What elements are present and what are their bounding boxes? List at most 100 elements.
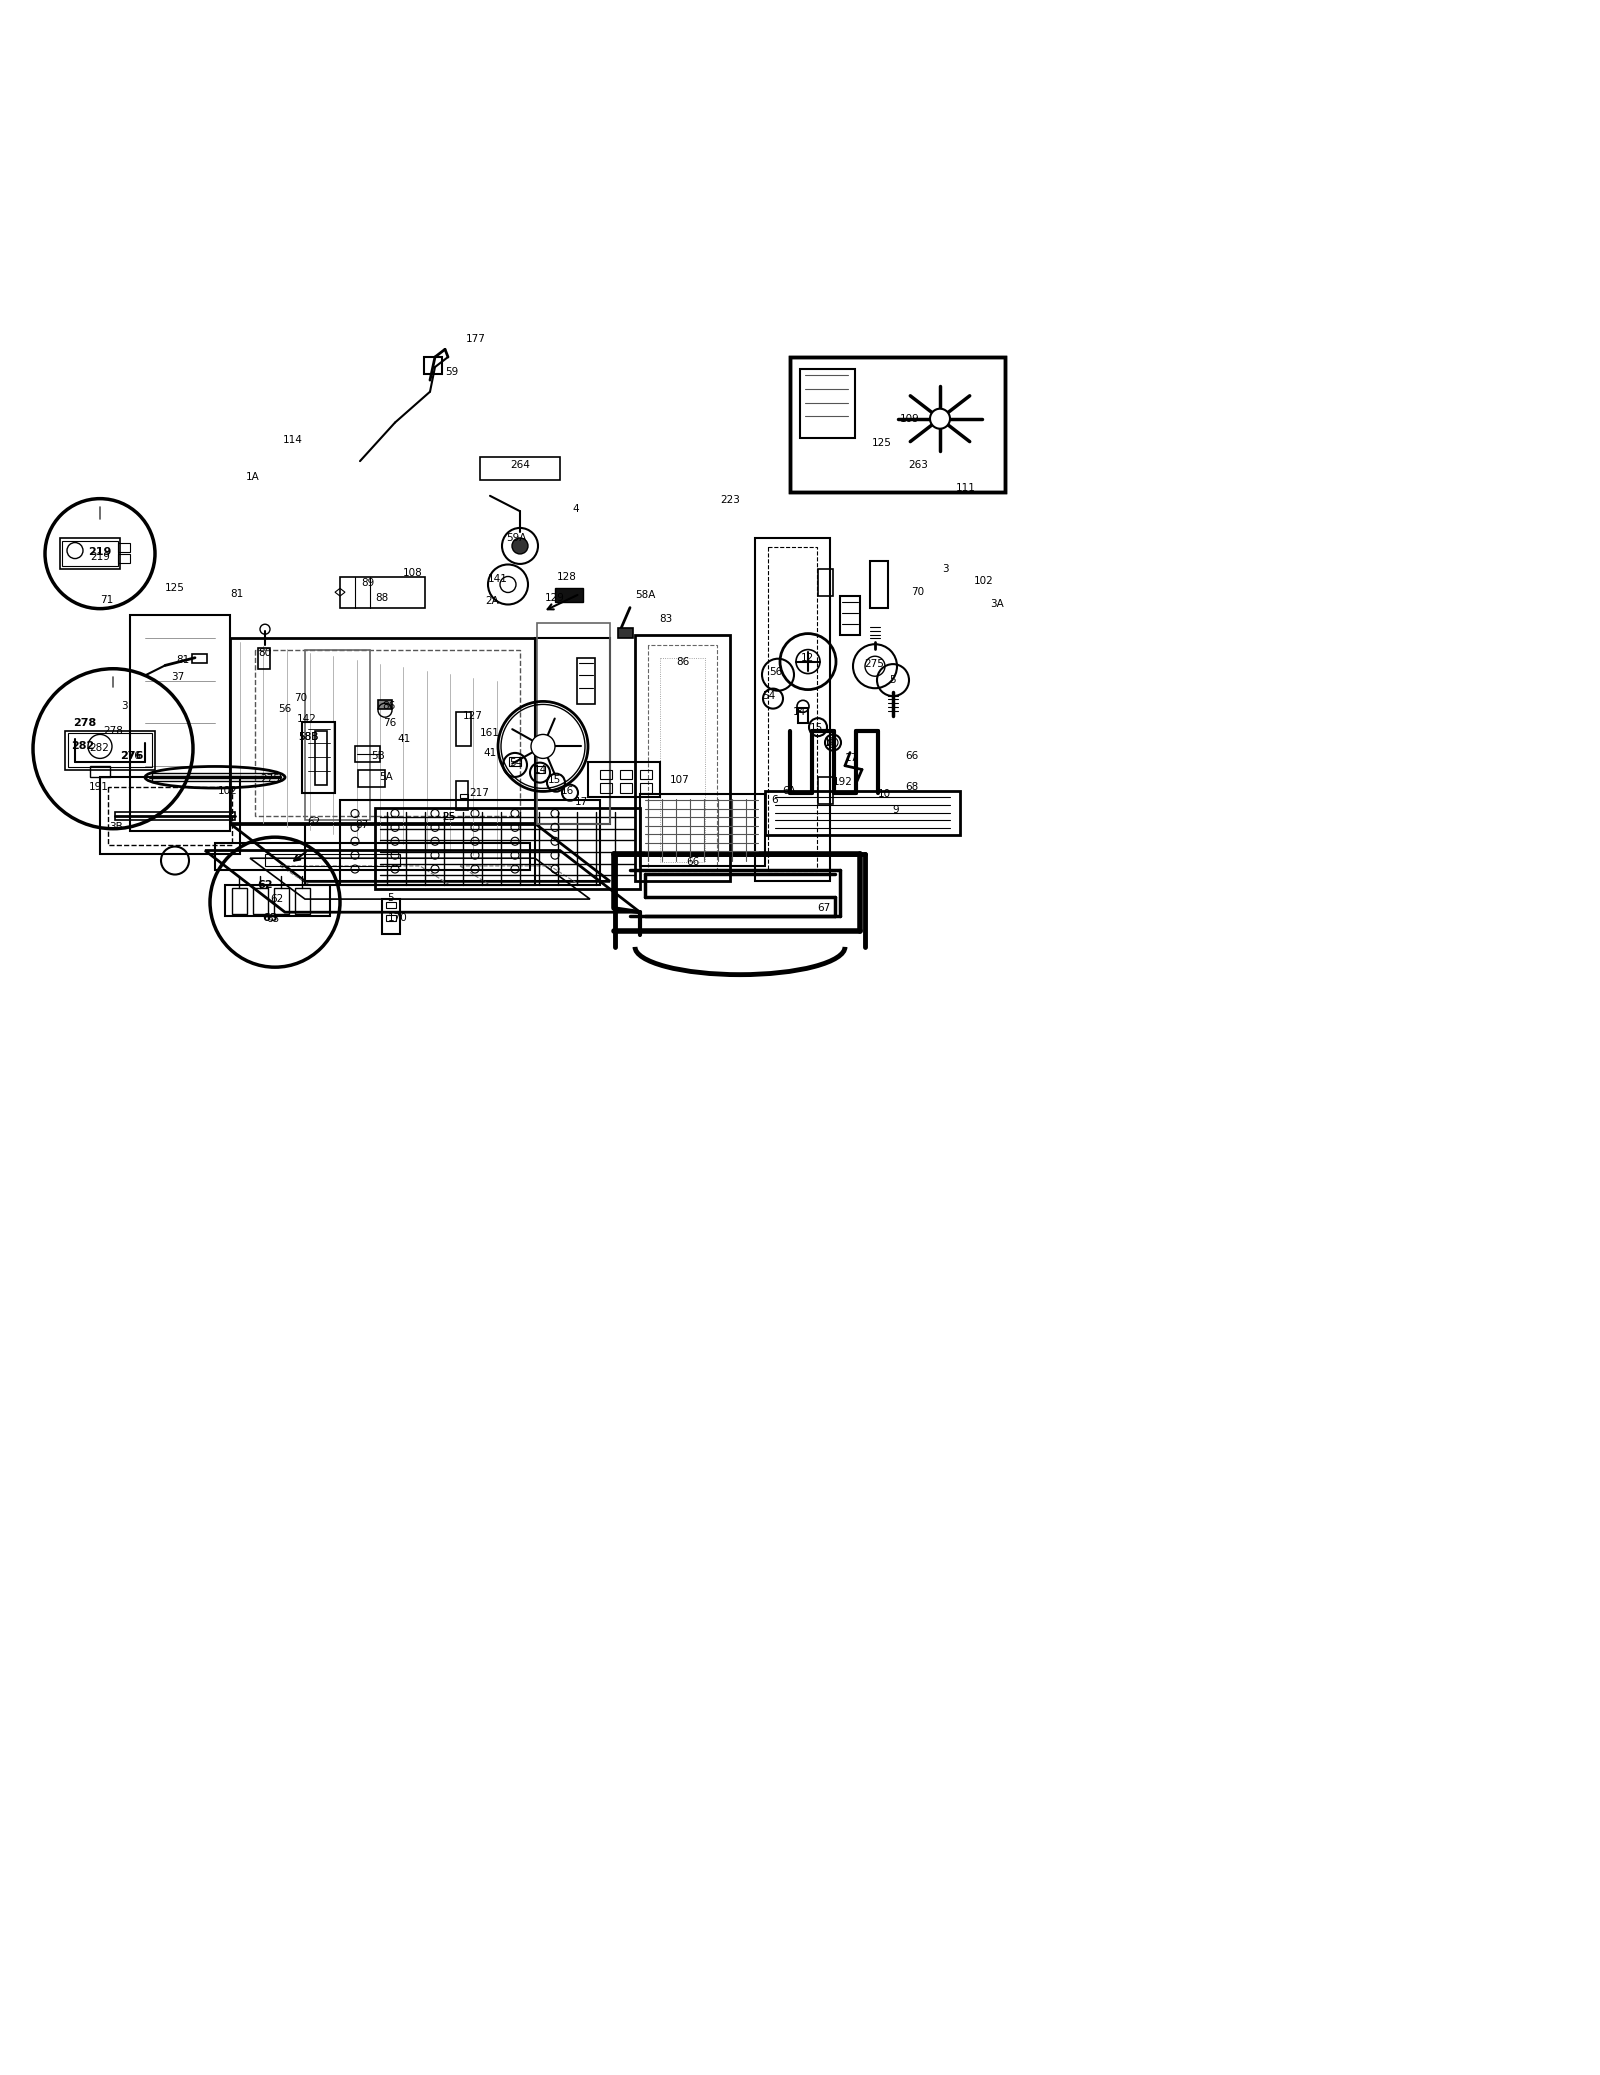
Text: 70: 70 — [912, 587, 925, 598]
Text: 87: 87 — [355, 820, 368, 830]
Text: 111: 111 — [957, 483, 976, 494]
Text: 15: 15 — [810, 722, 822, 732]
Text: 41: 41 — [397, 735, 411, 743]
Bar — [798, 708, 808, 724]
Bar — [870, 562, 888, 608]
Text: 282: 282 — [72, 741, 94, 751]
Bar — [578, 658, 595, 703]
Text: 125: 125 — [872, 438, 891, 448]
Text: 88: 88 — [376, 593, 389, 604]
Text: 3B: 3B — [109, 822, 123, 832]
Bar — [461, 795, 467, 799]
Text: 83: 83 — [659, 614, 672, 625]
Text: 58B: 58B — [298, 732, 318, 743]
Bar — [840, 596, 861, 635]
Text: 141: 141 — [488, 575, 507, 583]
Text: 9: 9 — [893, 805, 899, 815]
Text: 89: 89 — [362, 579, 374, 587]
Text: 17: 17 — [845, 753, 858, 764]
Text: 25: 25 — [442, 811, 456, 822]
Bar — [67, 732, 152, 768]
Bar — [61, 537, 120, 569]
Text: 161: 161 — [480, 728, 499, 739]
Text: 58B: 58B — [298, 732, 318, 743]
Bar — [115, 811, 235, 820]
Bar — [253, 888, 267, 913]
Text: 66: 66 — [906, 751, 918, 762]
Text: 6A: 6A — [782, 786, 795, 797]
Text: 275: 275 — [864, 660, 883, 668]
Circle shape — [512, 537, 528, 554]
Text: 219: 219 — [90, 552, 110, 562]
Text: 67: 67 — [818, 903, 830, 913]
Circle shape — [531, 735, 555, 759]
Text: 278: 278 — [74, 718, 96, 728]
Text: 3A: 3A — [990, 600, 1003, 608]
Text: 62: 62 — [258, 880, 274, 890]
Text: 108: 108 — [403, 569, 422, 579]
Bar — [621, 784, 632, 793]
Text: 3: 3 — [942, 564, 949, 575]
Text: 37: 37 — [171, 672, 184, 683]
Text: 282: 282 — [90, 743, 109, 753]
Text: 59: 59 — [445, 367, 459, 378]
Bar — [118, 554, 130, 562]
Text: 125: 125 — [165, 583, 186, 593]
Text: 107: 107 — [670, 776, 690, 784]
Bar — [534, 766, 546, 774]
Text: 81: 81 — [176, 656, 190, 666]
Text: 1A: 1A — [246, 471, 259, 481]
Text: 114: 114 — [283, 434, 302, 444]
Text: 3: 3 — [120, 701, 128, 710]
Bar — [258, 647, 270, 670]
Text: 14: 14 — [792, 708, 806, 718]
Text: 56: 56 — [278, 703, 291, 714]
Bar — [378, 699, 392, 710]
Bar — [818, 778, 834, 805]
Text: 10: 10 — [877, 788, 891, 799]
Text: 170: 170 — [389, 913, 408, 923]
Text: 54: 54 — [509, 757, 523, 768]
Text: 63: 63 — [262, 913, 278, 923]
Bar — [600, 770, 611, 778]
Bar — [456, 780, 467, 811]
Bar — [456, 712, 470, 747]
Text: 275: 275 — [261, 774, 280, 784]
Bar — [790, 357, 1005, 492]
Text: 263: 263 — [909, 461, 928, 469]
Text: 86: 86 — [677, 656, 690, 666]
Text: 14: 14 — [533, 764, 547, 774]
Text: 68: 68 — [906, 782, 918, 791]
Text: 219: 219 — [88, 548, 112, 556]
Text: 81: 81 — [230, 589, 243, 600]
Bar — [232, 888, 246, 913]
Text: 191: 191 — [90, 782, 109, 791]
Text: 129: 129 — [546, 593, 565, 604]
Text: 12: 12 — [800, 654, 814, 662]
Bar — [386, 903, 397, 909]
Text: 5A: 5A — [379, 772, 394, 782]
Text: 71: 71 — [101, 596, 114, 606]
Text: 109: 109 — [901, 413, 920, 423]
Text: 102: 102 — [218, 786, 238, 797]
Text: 25: 25 — [442, 811, 456, 822]
Text: 76: 76 — [384, 718, 397, 728]
Text: 5: 5 — [387, 892, 394, 903]
Bar — [424, 357, 442, 374]
Text: 217: 217 — [469, 788, 490, 797]
Circle shape — [930, 409, 950, 430]
Text: 177: 177 — [466, 334, 486, 344]
Bar — [618, 629, 634, 637]
Bar — [315, 730, 326, 784]
Bar — [118, 544, 130, 552]
Text: 127: 127 — [462, 710, 483, 720]
Text: 54: 54 — [762, 691, 776, 701]
Text: 56: 56 — [770, 666, 782, 676]
Text: 41: 41 — [483, 747, 496, 757]
Text: 63: 63 — [266, 915, 280, 923]
Text: 5B: 5B — [371, 751, 386, 762]
Text: 80: 80 — [259, 647, 272, 658]
Text: 2A: 2A — [485, 596, 499, 606]
Bar — [621, 770, 632, 778]
Text: 278: 278 — [102, 726, 123, 737]
